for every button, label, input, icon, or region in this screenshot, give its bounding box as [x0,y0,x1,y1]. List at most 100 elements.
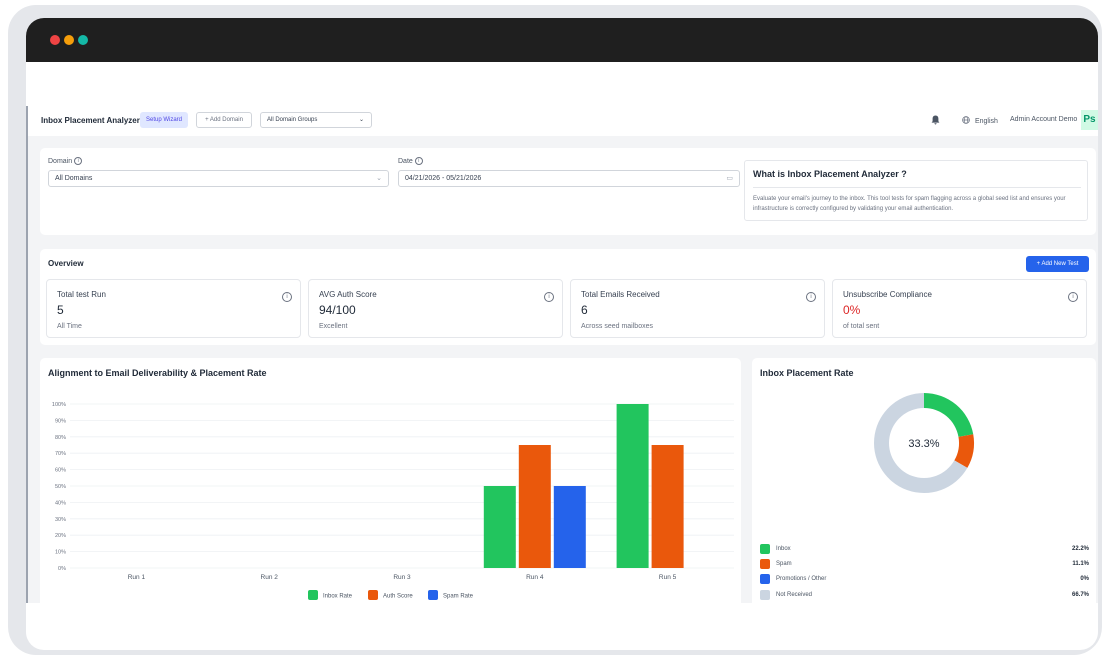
legend-percent: 0% [1080,576,1089,582]
pie-legend-row: Not Received 66.7% [760,590,1089,602]
stat-subtext: of total sent [843,323,880,330]
bar-chart-card: Alignment to Email Deliverability & Plac… [40,358,741,609]
filters-card: Domain i All Domains ⌄ Date i 04/21/2026 -… [40,148,1096,235]
pie-chart-title: Inbox Placement Rate [760,368,854,378]
stat-value: 0% [843,303,861,317]
stat-value: 94/100 [319,303,356,317]
bar-inbox-rate [616,404,649,568]
domain-select[interactable]: All Domains ⌄ [48,170,389,187]
donut-slice-inbox [924,393,974,437]
minimize-dot-icon[interactable] [64,35,74,45]
stat-card: Total Emails Received i 6 Across seed mailb… [570,279,825,338]
overview-title: Overview [48,259,84,268]
y-tick-label: 80% [55,435,66,441]
about-box: What is Inbox Placement Analyzer ? Evalu… [744,160,1088,221]
maximize-dot-icon[interactable] [78,35,88,45]
legend-label: Promotions / Other [776,576,827,582]
stat-subtext: All Time [57,323,82,330]
legend-label: Auth Score [383,594,413,600]
x-tick-label: Run 5 [659,574,677,581]
stat-value: 5 [57,303,64,317]
stat-subtext: Across seed mailboxes [581,323,653,330]
language-label: English [974,118,998,125]
bar-auth-score [651,445,684,568]
bar-chart-title: Alignment to Email Deliverability & Plac… [48,368,267,378]
stat-subtext: Excellent [319,323,348,330]
chevron-down-icon: ⌄ [376,175,382,182]
divider [753,187,1081,188]
overview-card: Overview + Add New Test Total test Run i 5… [40,249,1096,345]
app-title: Inbox Placement Analyzer [41,116,140,125]
bar-spam-rate [553,486,586,568]
info-icon[interactable]: i [542,288,554,306]
domain-label-text: Domain [48,157,73,165]
stat-card: Unsubscribe Compliance i 0% of total sent [832,279,1087,338]
legend-swatch [308,590,318,600]
x-tick-label: Run 3 [393,574,411,581]
info-icon[interactable]: i [74,157,83,165]
pie-legend-row: Inbox 22.2% [760,544,1089,556]
legend-swatch [760,559,770,569]
legend-percent: 66.7% [1071,592,1089,598]
window-titlebar [26,18,1098,62]
date-filter-label: Date i [398,157,423,165]
info-icon[interactable]: i [1066,288,1078,306]
legend-swatch [760,590,770,600]
add-domain-button[interactable]: + Add Domain [196,112,252,128]
legend-label: Not Received [776,592,813,598]
x-tick-label: Run 1 [128,574,146,581]
info-icon[interactable]: i [414,157,423,165]
about-description: Evaluate your email's journey to the inb… [753,196,1066,212]
donut-chart: 33.3% [874,393,974,493]
domain-filter-label: Domain i [48,157,83,165]
y-tick-label: 100% [52,402,66,408]
legend-percent: 22.2% [1071,546,1089,552]
calendar-icon[interactable]: ▭ [726,175,733,182]
top-bar: Inbox Placement Analyzer Setup Wizard + … [28,106,1098,136]
date-range-input[interactable]: 04/21/2026 - 05/21/2026 ▭ [398,170,740,187]
date-label-text: Date [398,157,413,165]
setup-wizard-button[interactable]: Setup Wizard [140,112,189,128]
x-tick-label: Run 4 [526,574,544,581]
account-name[interactable]: Admin Account Demo [1010,116,1078,123]
y-tick-label: 50% [55,484,66,490]
legend-swatch [760,544,770,554]
stat-label: Unsubscribe Compliance [843,290,932,299]
avatar[interactable]: Ps [1081,110,1098,130]
add-new-test-button[interactable]: + Add New Test [1026,256,1089,272]
stat-label: AVG Auth Score [319,290,377,299]
y-tick-label: 60% [55,468,66,474]
stat-label: Total Emails Received [581,290,660,299]
bell-icon[interactable] [931,115,940,127]
donut-slice-spam [954,434,974,468]
legend-label: Spam Rate [443,594,474,600]
bar-inbox-rate [483,486,516,568]
y-tick-label: 40% [55,500,66,506]
pie-chart-card: Inbox Placement Rate 33.3% Inbox 22.2% Spa… [752,358,1096,609]
stat-card: Total test Run i 5 All Time [46,279,301,338]
y-tick-label: 30% [55,517,66,523]
bar-auth-score [518,445,551,568]
donut-center-label: 33.3% [908,438,939,450]
y-tick-label: 10% [55,550,66,556]
close-dot-icon[interactable] [50,35,60,45]
y-tick-label: 90% [55,418,66,424]
pie-legend-row: Spam 11.1% [760,559,1089,571]
domain-group-select[interactable]: All Domain Groups ⌄ [260,112,372,128]
info-icon[interactable]: i [804,288,816,306]
legend-swatch [368,590,378,600]
legend-percent: 11.1% [1072,561,1089,567]
donut-slice-not-received [874,393,968,493]
info-icon[interactable]: i [280,288,292,306]
domain-select-value: All Domains [55,175,93,182]
y-tick-label: 0% [58,566,66,572]
browser-window: Inbox Placement Analyzer Setup Wizard + … [26,18,1098,650]
stat-card: AVG Auth Score i 94/100 Excellent [308,279,563,338]
domain-group-value: All Domain Groups [267,117,318,123]
language-switcher[interactable]: English [962,116,998,125]
device-frame: Inbox Placement Analyzer Setup Wizard + … [8,5,1102,655]
legend-label: Spam [776,561,792,567]
bar-chart: 100% 90% 80% 70% 60% 50% 40% 30% 20% 10% 0% Run 1 Ru… [52,402,734,600]
stat-value: 6 [581,303,588,317]
about-title: What is Inbox Placement Analyzer ? [753,169,907,179]
